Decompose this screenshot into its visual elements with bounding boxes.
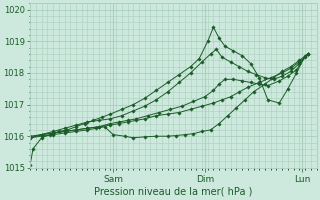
- X-axis label: Pression niveau de la mer( hPa ): Pression niveau de la mer( hPa ): [94, 187, 252, 197]
